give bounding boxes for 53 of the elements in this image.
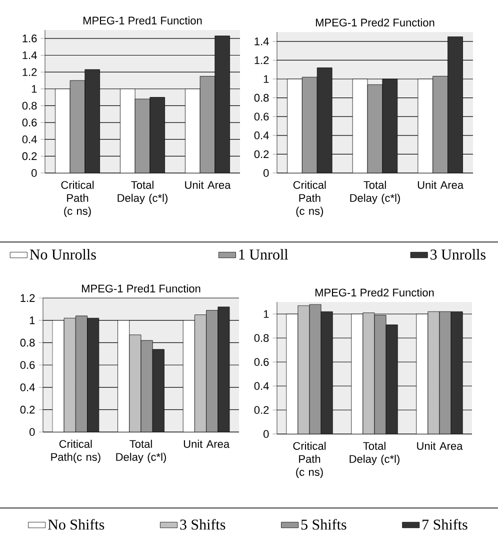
y-tick-label: 1.2 [22,68,37,76]
y-tick-label: 0 [264,430,269,438]
y-tick-label: 0 [264,169,269,177]
y-tick-label: 0.6 [254,112,269,120]
x-tick-label: Critical Path (c ns) [293,442,326,478]
x-tick-label: Critical Path (c ns) [61,180,94,218]
x-tick-label: Total Delay (c*l) [350,442,400,466]
y-tick-label: 0.6 [22,118,37,126]
chart-title: MPEG-1 Pred2 Function [316,18,434,26]
legend-label: No Shifts [48,518,104,530]
x-tick-label: Unit Area [417,442,463,450]
x-tick-label: Unit Area [184,440,230,448]
y-tick-label: 1.4 [22,51,37,60]
y-tick-label: 1 [32,85,37,93]
y-tick-label: 0 [30,428,35,436]
y-tick-label: 0.8 [254,334,269,342]
y-tick-label: 0.2 [20,406,35,414]
y-tick-label: 0.2 [254,406,269,414]
x-tick-label: Total Delay (c*l) [350,180,400,204]
y-tick-label: 0.4 [254,382,269,390]
y-tick-label: 1.2 [20,294,35,302]
legend-label: 3 Shifts [180,518,226,530]
y-tick-label: 0 [32,169,37,177]
y-tick-label: 1.6 [22,34,37,42]
chart-title: MPEG-1 Pred1 Function [83,16,202,24]
legend-label: 3 Unrolls [430,249,486,260]
legend-label: No Unrolls [30,249,96,260]
x-tick-label: Critical Path(c ns) [51,440,100,464]
y-tick-label: 0.8 [22,102,37,110]
y-tick-label: 1 [264,310,269,318]
x-tick-label: Total Delay (c*l) [118,180,168,204]
y-tick-label: 1.2 [254,56,269,64]
y-tick-label: 0.8 [20,338,35,347]
y-tick-label: 0.6 [20,361,35,369]
legend-label: 7 Shifts [422,518,468,530]
y-tick-label: 0.2 [22,152,37,160]
x-tick-label: Unit Area [418,180,464,189]
x-tick-label: Unit Area [185,180,231,189]
x-tick-label: Critical Path (c ns) [293,180,326,218]
x-tick-label: Total Delay (c*l) [116,440,166,464]
chart-title: MPEG-1 Pred2 Function [315,288,434,296]
y-tick-label: 1 [30,316,35,324]
y-tick-label: 1 [264,75,269,83]
y-tick-label: 1.4 [254,38,269,46]
y-tick-label: 0.8 [254,94,269,102]
chart-title: MPEG-1 Pred1 Function [82,284,200,292]
y-tick-label: 0.4 [20,383,35,392]
y-tick-label: 0.4 [254,132,269,140]
legend-label: 1 Unroll [239,249,288,260]
legend-label: 5 Shifts [301,518,346,530]
y-tick-label: 0.2 [254,150,269,158]
y-tick-label: 0.4 [22,135,37,144]
y-tick-label: 0.6 [254,358,269,366]
